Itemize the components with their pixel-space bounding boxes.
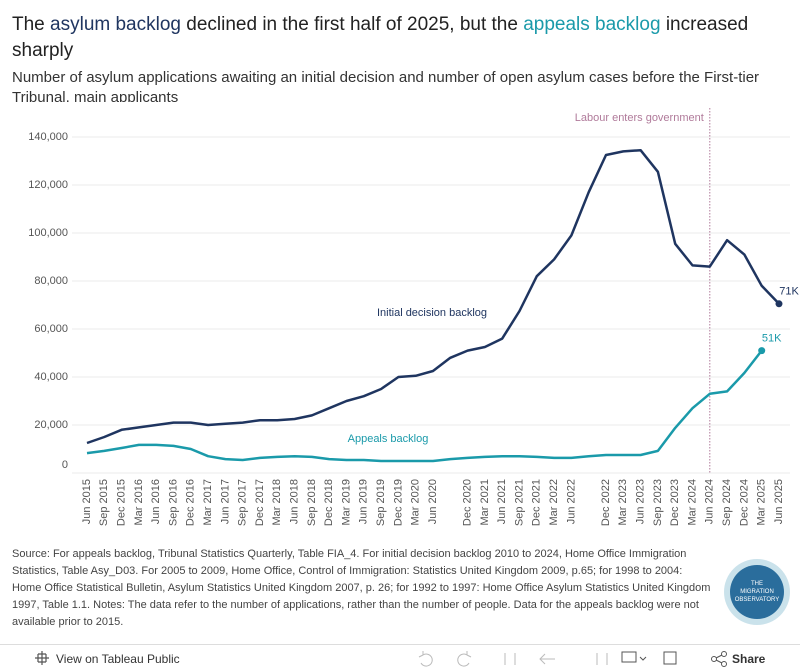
x-tick-label: Mar 2023 (617, 479, 629, 525)
value-label: 71K (779, 286, 799, 298)
y-tick-label: 40,000 (34, 371, 68, 383)
logo-text: MIGRATION (740, 589, 774, 595)
x-tick-label: Mar 2018 (271, 479, 283, 525)
y-tick-label: 0 (62, 459, 68, 471)
title-part: The (12, 14, 51, 35)
x-tick-label: Sep 2016 (167, 479, 179, 526)
chart-title: The asylum backlog declined in the first… (12, 12, 772, 64)
y-tick-label: 100,000 (28, 227, 68, 239)
y-tick-label: 60,000 (34, 323, 68, 335)
x-tick-label: Dec 2023 (669, 479, 681, 526)
value-label: 51K (762, 333, 782, 345)
x-tick-label: Jun 2022 (565, 479, 577, 524)
x-tick-label: Dec 2019 (392, 479, 404, 526)
x-tick-label: Jun 2024 (704, 479, 716, 524)
x-tick-label: Dec 2022 (600, 479, 612, 526)
x-tick-label: Dec 2024 (738, 479, 750, 526)
share-button[interactable]: Share (732, 652, 766, 666)
x-tick-label: Jun 2015 (81, 479, 93, 524)
x-tick-label: Mar 2021 (479, 479, 491, 525)
tableau-icon (35, 651, 49, 665)
logo-disc (730, 565, 784, 619)
x-tick-label: Sep 2019 (375, 479, 387, 526)
x-tick-label: Mar 2020 (410, 479, 422, 525)
x-tick-label: Mar 2019 (340, 479, 352, 525)
x-tick-label: Sep 2015 (98, 479, 110, 526)
x-tick-label: Sep 2023 (652, 479, 664, 526)
annotation-text: Labour enters government (575, 112, 704, 124)
end-marker (758, 347, 766, 355)
x-tick-label: Jun 2025 (773, 479, 785, 524)
y-tick-label: 80,000 (34, 275, 68, 287)
x-tick-label: Jun 2016 (150, 479, 162, 524)
x-tick-label: Jun 2021 (496, 479, 508, 524)
x-tick-label: Jun 2019 (358, 479, 370, 524)
x-tick-label: Mar 2016 (133, 479, 145, 525)
x-tick-label: Jun 2023 (635, 479, 647, 524)
end-marker (775, 300, 783, 308)
logo: THE MIGRATION OBSERVATORY (724, 559, 790, 625)
toolbar-icons (418, 651, 608, 667)
logo-text: OBSERVATORY (735, 597, 779, 603)
share-icon[interactable] (710, 650, 728, 668)
series-label: Appeals backlog (348, 433, 429, 445)
y-tick-label: 120,000 (28, 179, 68, 191)
x-tick-label: Dec 2021 (531, 479, 543, 526)
title-part: asylum backlog (50, 14, 181, 35)
x-tick-label: Dec 2016 (185, 479, 197, 526)
x-tick-label: Sep 2021 (513, 479, 525, 526)
logo-text: THE (751, 581, 763, 587)
x-tick-label: Mar 2025 (756, 479, 768, 525)
series-label: Initial decision backlog (377, 307, 487, 319)
x-tick-label: Jun 2017 (219, 479, 231, 524)
x-tick-label: Dec 2020 (462, 479, 474, 526)
title-part: declined in the first half of 2025, but … (180, 14, 524, 35)
y-tick-label: 140,000 (28, 131, 68, 143)
x-tick-label: Dec 2018 (323, 479, 335, 526)
title-part: increased sharply (12, 14, 749, 61)
footer: View on Tableau Public Share (0, 644, 800, 672)
title-part: appeals backlog (523, 14, 661, 35)
x-tick-label: Mar 2017 (202, 479, 214, 525)
source-note: Source: For appeals backlog, Tribunal St… (12, 548, 711, 628)
x-tick-label: Sep 2017 (237, 479, 249, 526)
x-tick-label: Jun 2020 (427, 479, 439, 524)
chart: 0 20,000 40,000 60,000 80,000 100,000 120,000 1… (28, 108, 799, 526)
x-tick-label: Sep 2024 (721, 479, 733, 526)
chart-subtitle: Number of asylum applications awaiting a… (12, 69, 760, 102)
x-tick-label: Jun 2018 (289, 479, 301, 524)
series-line (86, 148, 780, 445)
x-tick-label: Dec 2015 (116, 479, 128, 526)
series-line (86, 349, 763, 463)
x-tick-label: Dec 2017 (254, 479, 266, 526)
x-tick-label: Mar 2022 (548, 479, 560, 525)
tableau-link[interactable]: View on Tableau Public (56, 652, 180, 666)
download-icons[interactable] (620, 649, 680, 669)
y-tick-label: 20,000 (34, 419, 68, 431)
x-tick-label: Mar 2024 (686, 479, 698, 525)
x-tick-label: Sep 2018 (306, 479, 318, 526)
